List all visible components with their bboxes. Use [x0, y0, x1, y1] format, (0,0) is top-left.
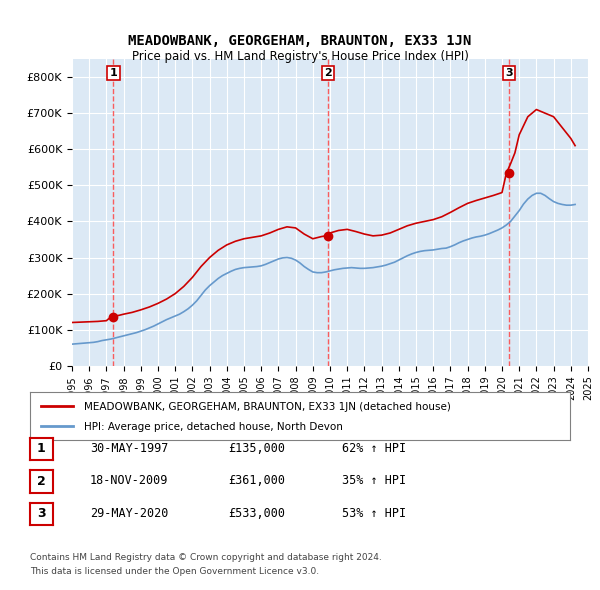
Text: This data is licensed under the Open Government Licence v3.0.: This data is licensed under the Open Gov… [30, 566, 319, 576]
Text: Price paid vs. HM Land Registry's House Price Index (HPI): Price paid vs. HM Land Registry's House … [131, 50, 469, 63]
Text: HPI: Average price, detached house, North Devon: HPI: Average price, detached house, Nort… [84, 422, 343, 432]
Text: 3: 3 [37, 507, 46, 520]
Text: 35% ↑ HPI: 35% ↑ HPI [342, 474, 406, 487]
Text: £361,000: £361,000 [228, 474, 285, 487]
Text: MEADOWBANK, GEORGEHAM, BRAUNTON, EX33 1JN (detached house): MEADOWBANK, GEORGEHAM, BRAUNTON, EX33 1J… [84, 402, 451, 411]
Text: 53% ↑ HPI: 53% ↑ HPI [342, 507, 406, 520]
Text: 1: 1 [110, 68, 118, 78]
Text: MEADOWBANK, GEORGEHAM, BRAUNTON, EX33 1JN: MEADOWBANK, GEORGEHAM, BRAUNTON, EX33 1J… [128, 34, 472, 48]
Text: 2: 2 [37, 475, 46, 488]
Text: 2: 2 [324, 68, 332, 78]
Text: £135,000: £135,000 [228, 442, 285, 455]
Text: Contains HM Land Registry data © Crown copyright and database right 2024.: Contains HM Land Registry data © Crown c… [30, 553, 382, 562]
Text: 18-NOV-2009: 18-NOV-2009 [90, 474, 169, 487]
Text: 30-MAY-1997: 30-MAY-1997 [90, 442, 169, 455]
Text: 3: 3 [505, 68, 513, 78]
Text: 1: 1 [37, 442, 46, 455]
Text: £533,000: £533,000 [228, 507, 285, 520]
Text: 62% ↑ HPI: 62% ↑ HPI [342, 442, 406, 455]
Text: 29-MAY-2020: 29-MAY-2020 [90, 507, 169, 520]
